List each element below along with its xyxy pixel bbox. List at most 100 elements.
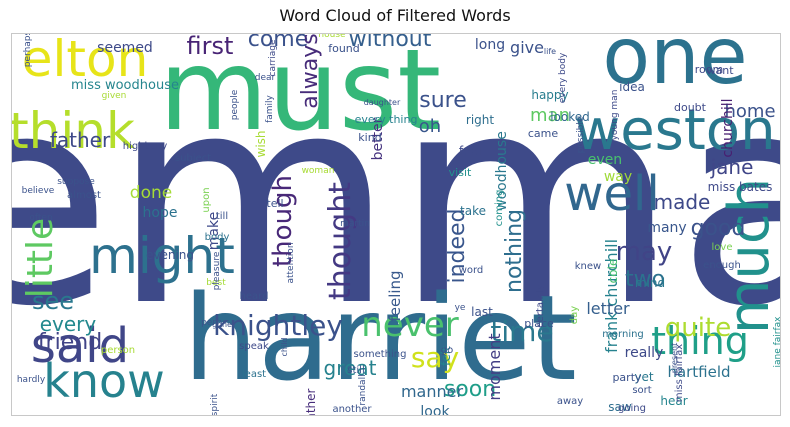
word-might: might bbox=[89, 227, 235, 285]
word-jane: jane bbox=[710, 155, 754, 179]
word-suppose: suppose bbox=[57, 177, 95, 187]
word-first: first bbox=[187, 34, 234, 60]
word-tell: tell bbox=[266, 197, 283, 210]
word-yet: yet bbox=[634, 370, 653, 384]
word-take: take bbox=[460, 204, 486, 218]
word-made: made bbox=[654, 190, 711, 214]
word-better: better bbox=[370, 117, 386, 160]
word-speak: speak bbox=[239, 341, 269, 352]
word-every-body: every body bbox=[558, 52, 568, 103]
word-idea: idea bbox=[619, 80, 645, 94]
word-think: think bbox=[12, 102, 135, 160]
word-highbury: highbury bbox=[123, 141, 168, 152]
word-mind: mind bbox=[635, 276, 665, 290]
word-room: room bbox=[695, 63, 723, 76]
word-perry: perry bbox=[201, 318, 225, 328]
word-emma: emma bbox=[12, 34, 780, 370]
word-possible: possible bbox=[576, 116, 586, 153]
word-jane-fairfax: jane fairfax bbox=[773, 316, 780, 369]
word-soon: soon bbox=[444, 377, 496, 402]
word-kind: kind bbox=[358, 131, 381, 144]
word-done: done bbox=[130, 183, 172, 203]
word-seemed: seemed bbox=[97, 40, 153, 56]
word-rather: rather bbox=[304, 388, 318, 415]
word-happy: happy bbox=[531, 88, 568, 102]
word-feel: feel bbox=[459, 144, 481, 158]
word-knightley: knightley bbox=[213, 309, 343, 342]
word-may: may bbox=[616, 237, 673, 267]
word-almost: almost bbox=[67, 190, 101, 201]
word-perhaps: perhaps bbox=[23, 34, 33, 67]
word-cole: cole bbox=[606, 259, 620, 284]
word-doubt: doubt bbox=[674, 101, 707, 114]
word-party: party bbox=[612, 371, 642, 384]
word-home: home bbox=[724, 101, 775, 122]
word-hardly: hardly bbox=[17, 375, 46, 385]
word-looked: looked bbox=[550, 110, 590, 124]
word-people: people bbox=[230, 89, 240, 120]
word-miss-fairfax: miss fairfax bbox=[674, 344, 685, 402]
word-spirit: spirit bbox=[210, 393, 220, 415]
word-knew: knew bbox=[575, 261, 601, 272]
word-one: one bbox=[602, 34, 747, 102]
word-least: least bbox=[242, 369, 266, 380]
word-churchill: churchill bbox=[720, 98, 736, 157]
chart-title: Word Cloud of Filtered Words bbox=[279, 6, 511, 25]
word-go: go bbox=[441, 345, 453, 356]
word-time: time bbox=[490, 315, 553, 348]
word-morning: morning bbox=[602, 329, 644, 340]
word-daughter: daughter bbox=[364, 98, 401, 107]
word-body: body bbox=[205, 232, 230, 243]
word-two: two bbox=[625, 267, 665, 292]
word-came: came bbox=[528, 127, 559, 140]
word-weston: weston bbox=[574, 98, 775, 163]
word-house: house bbox=[318, 34, 346, 40]
word-often: often bbox=[29, 213, 52, 223]
word-carriage: carriage bbox=[268, 39, 278, 76]
word-great: great bbox=[324, 356, 377, 380]
word-best: best bbox=[206, 278, 226, 288]
word-letter: letter bbox=[586, 299, 630, 318]
word-without: without bbox=[349, 34, 432, 52]
word-felt: felt bbox=[439, 346, 453, 366]
word-child: child bbox=[280, 338, 289, 357]
word-dear: dear bbox=[255, 73, 276, 83]
word-never: never bbox=[361, 305, 459, 345]
word-subject: subject bbox=[175, 153, 211, 164]
word-certainly: certainly bbox=[535, 284, 546, 328]
word-right: right bbox=[466, 113, 494, 127]
word-manner: manner bbox=[401, 382, 464, 401]
word-even: even bbox=[588, 152, 622, 168]
word-ye: ye bbox=[455, 303, 466, 313]
word-wish: wish bbox=[254, 130, 268, 157]
word-found: found bbox=[328, 42, 360, 55]
word-gone: gone bbox=[212, 320, 232, 329]
word-father: father bbox=[50, 128, 111, 152]
word-elton: elton bbox=[22, 34, 149, 88]
word-saw: saw bbox=[608, 400, 632, 414]
word-love: love bbox=[712, 242, 733, 253]
word-much: much bbox=[717, 178, 780, 334]
word-say: say bbox=[411, 341, 459, 374]
word-still: still bbox=[347, 365, 364, 376]
word-sort: sort bbox=[632, 385, 651, 396]
word-pleasure: pleasure bbox=[212, 251, 222, 290]
word-heard: heard bbox=[240, 291, 269, 302]
word-enough: enough bbox=[703, 260, 741, 271]
word-visit: visit bbox=[449, 166, 472, 179]
word-young-man: young man bbox=[610, 90, 620, 141]
word-many: many bbox=[647, 220, 686, 236]
word-know: know bbox=[43, 354, 165, 408]
word-another: another bbox=[332, 404, 372, 415]
word-upon: upon bbox=[201, 187, 212, 212]
word-make: make bbox=[206, 212, 222, 250]
word-always: always bbox=[298, 34, 323, 109]
word-see: see bbox=[32, 287, 74, 315]
word-present: present bbox=[670, 343, 679, 373]
word-indeed: indeed bbox=[445, 208, 470, 283]
word-going: going bbox=[618, 403, 646, 414]
word-word: word bbox=[459, 265, 484, 276]
word-randall: randall bbox=[358, 374, 368, 405]
